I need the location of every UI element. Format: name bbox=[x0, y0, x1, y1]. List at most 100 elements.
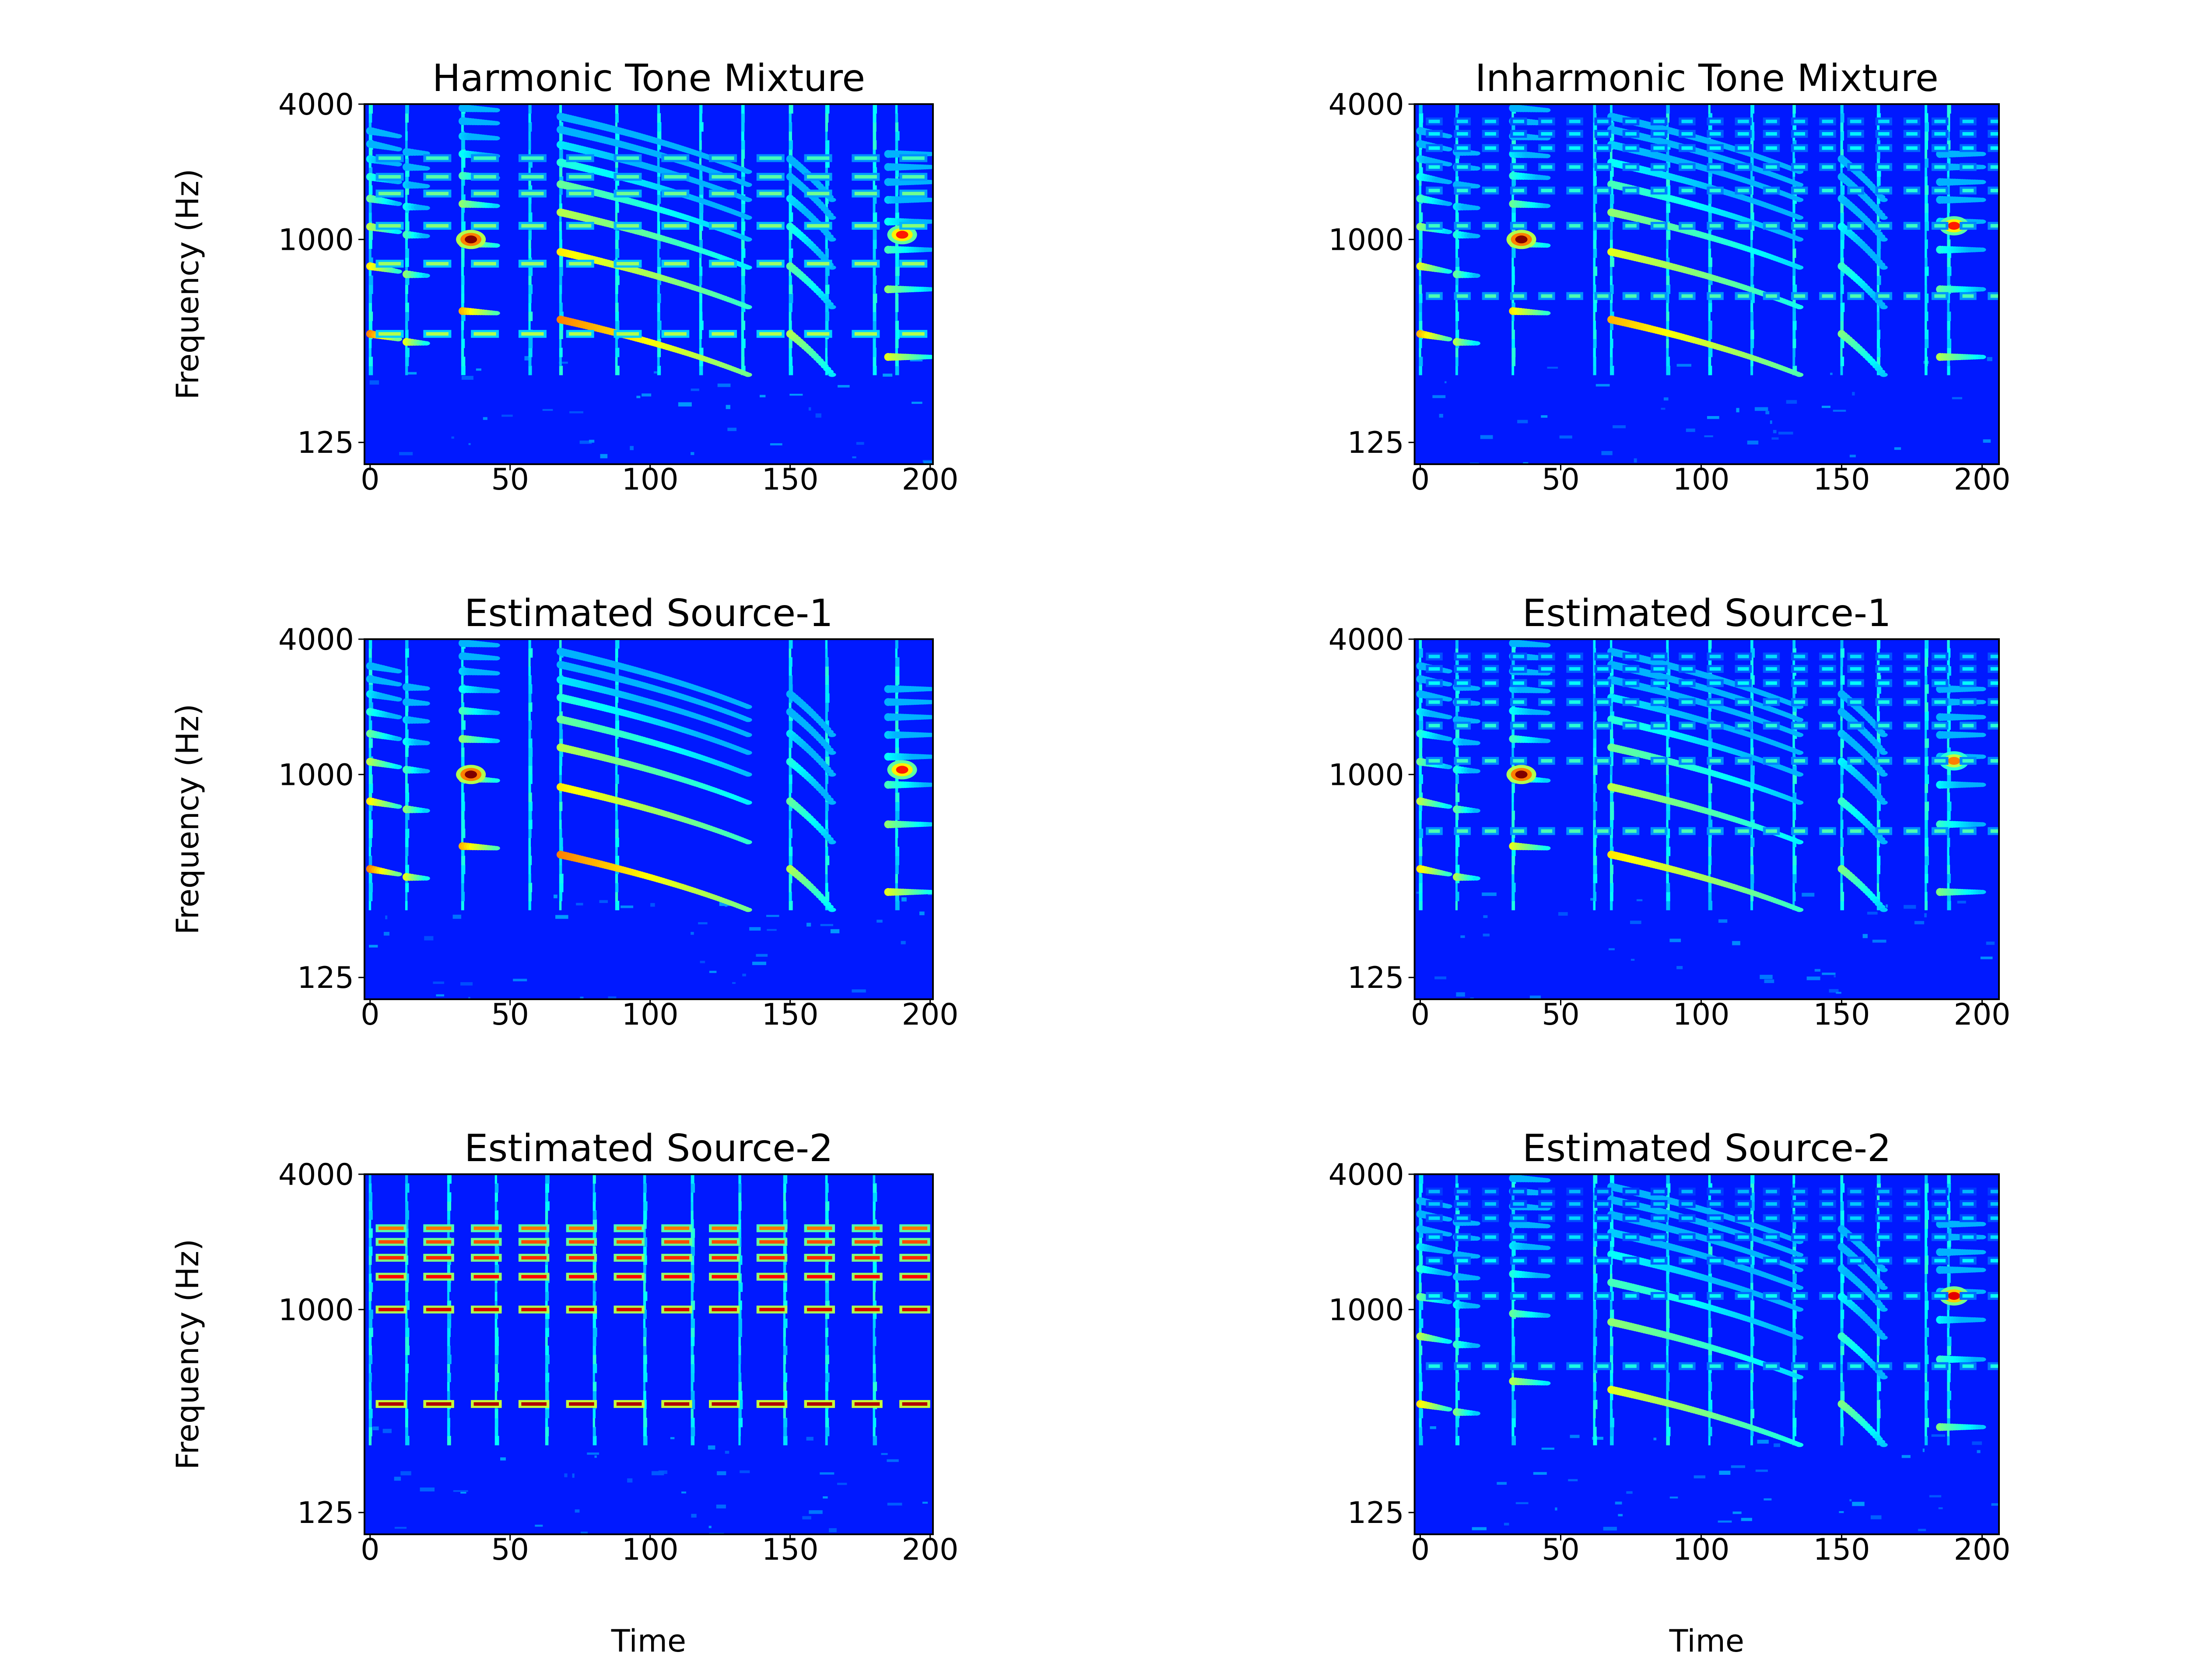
noise-streak bbox=[1523, 462, 1529, 465]
onset-smear bbox=[657, 302, 660, 312]
onset-smear bbox=[405, 783, 409, 793]
y-tick-label: 1000 bbox=[278, 223, 354, 257]
onset-smear bbox=[1610, 185, 1613, 195]
tone-core bbox=[664, 156, 687, 160]
onset-smear bbox=[895, 675, 900, 685]
noise-streak bbox=[923, 461, 933, 465]
onset-smear bbox=[559, 892, 562, 901]
onset-smear bbox=[699, 167, 703, 177]
onset-smear bbox=[1925, 357, 1928, 366]
noise-streak bbox=[709, 970, 717, 973]
onset-smear bbox=[825, 747, 829, 757]
onset-smear bbox=[1792, 239, 1795, 249]
onset-smear bbox=[1840, 257, 1844, 267]
onset-smear bbox=[1840, 294, 1843, 303]
tone-core bbox=[712, 156, 734, 160]
onset-smear bbox=[1666, 185, 1671, 195]
onset-smear bbox=[873, 140, 877, 150]
harmonic-mark bbox=[1879, 304, 1888, 309]
onset-smear bbox=[873, 203, 876, 213]
harmonic-mark bbox=[1472, 151, 1480, 156]
onset-smear bbox=[789, 657, 792, 667]
tone-core bbox=[426, 332, 449, 336]
onset-smear bbox=[895, 693, 898, 703]
harmonic-mark bbox=[1978, 180, 1986, 185]
tone-core bbox=[1485, 224, 1496, 228]
onset-smear bbox=[1792, 347, 1795, 357]
onset-smear bbox=[1792, 320, 1797, 330]
onset-smear bbox=[789, 892, 792, 901]
onset-smear bbox=[528, 194, 532, 204]
onset-smear bbox=[615, 855, 619, 865]
x-tick-label: 150 bbox=[762, 462, 819, 497]
onset-smear bbox=[1925, 302, 1928, 312]
onset-smear bbox=[789, 185, 792, 195]
harmonic-mark bbox=[492, 671, 500, 676]
tone-core bbox=[1513, 132, 1525, 136]
tone-core bbox=[426, 175, 449, 179]
tone-core bbox=[1737, 119, 1749, 123]
harmonic-mark bbox=[744, 265, 752, 270]
onset-smear bbox=[741, 131, 744, 141]
harmonic-mark bbox=[1444, 269, 1452, 274]
onset-smear bbox=[461, 874, 464, 883]
tone-core bbox=[1822, 224, 1834, 228]
subplot-title: Inharmonic Tone Mixture bbox=[1475, 56, 1939, 100]
onset-smear bbox=[699, 339, 702, 348]
onset-smear bbox=[789, 320, 792, 330]
onset-smear bbox=[825, 819, 828, 829]
onset-smear bbox=[741, 104, 745, 114]
onset-smear bbox=[405, 828, 410, 838]
onset-smear bbox=[559, 774, 562, 784]
harmonic-mark bbox=[1472, 341, 1480, 346]
onset-smear bbox=[1419, 302, 1422, 312]
onset-smear bbox=[461, 312, 466, 321]
tone-core bbox=[1541, 146, 1553, 150]
noise-streak bbox=[698, 922, 708, 924]
onset-smear bbox=[1840, 131, 1844, 141]
onset-smear bbox=[1947, 266, 1952, 276]
onset-smear bbox=[1666, 294, 1669, 303]
tone-core bbox=[1962, 146, 1974, 150]
onset-smear bbox=[1593, 185, 1596, 195]
onset-smear bbox=[615, 284, 618, 294]
onset-smear bbox=[741, 257, 744, 267]
tone-core bbox=[426, 262, 449, 266]
onset-smear bbox=[615, 819, 619, 829]
tone-core bbox=[521, 156, 544, 160]
onset-smear bbox=[895, 266, 900, 276]
onset-smear bbox=[1750, 329, 1754, 340]
tone-core bbox=[1569, 146, 1581, 150]
tone-core bbox=[1794, 294, 1806, 298]
tone-core bbox=[759, 332, 782, 336]
noise-streak bbox=[820, 924, 833, 926]
onset-smear bbox=[1840, 104, 1844, 114]
tone-core bbox=[806, 332, 830, 336]
onset-smear bbox=[895, 185, 899, 195]
onset-smear bbox=[789, 365, 793, 375]
onset-smear bbox=[789, 140, 793, 150]
onset-smear bbox=[1708, 266, 1712, 276]
onset-smear bbox=[1455, 104, 1459, 114]
onset-smear bbox=[528, 847, 531, 856]
x-tick-label: 50 bbox=[491, 462, 529, 497]
tone-core bbox=[1737, 165, 1749, 169]
noise-streak bbox=[524, 356, 532, 360]
noise-streak bbox=[1676, 364, 1691, 367]
onset-smear bbox=[873, 113, 877, 123]
harmonic-mark bbox=[394, 872, 402, 877]
onset-smear bbox=[528, 802, 533, 811]
onset-smear bbox=[1708, 239, 1711, 249]
tone-core bbox=[1456, 132, 1468, 136]
onset-smear bbox=[368, 122, 372, 132]
onset-smear bbox=[1419, 203, 1421, 213]
onset-smear bbox=[789, 702, 792, 712]
y-tick-label: 1000 bbox=[1329, 223, 1404, 257]
onset-smear bbox=[528, 882, 533, 892]
onset-smear bbox=[528, 684, 533, 694]
onset-smear bbox=[1708, 320, 1712, 330]
tone-core bbox=[1878, 224, 1890, 228]
onset-smear bbox=[1419, 284, 1422, 294]
onset-smear bbox=[1593, 176, 1597, 186]
onset-smear bbox=[1593, 239, 1597, 249]
